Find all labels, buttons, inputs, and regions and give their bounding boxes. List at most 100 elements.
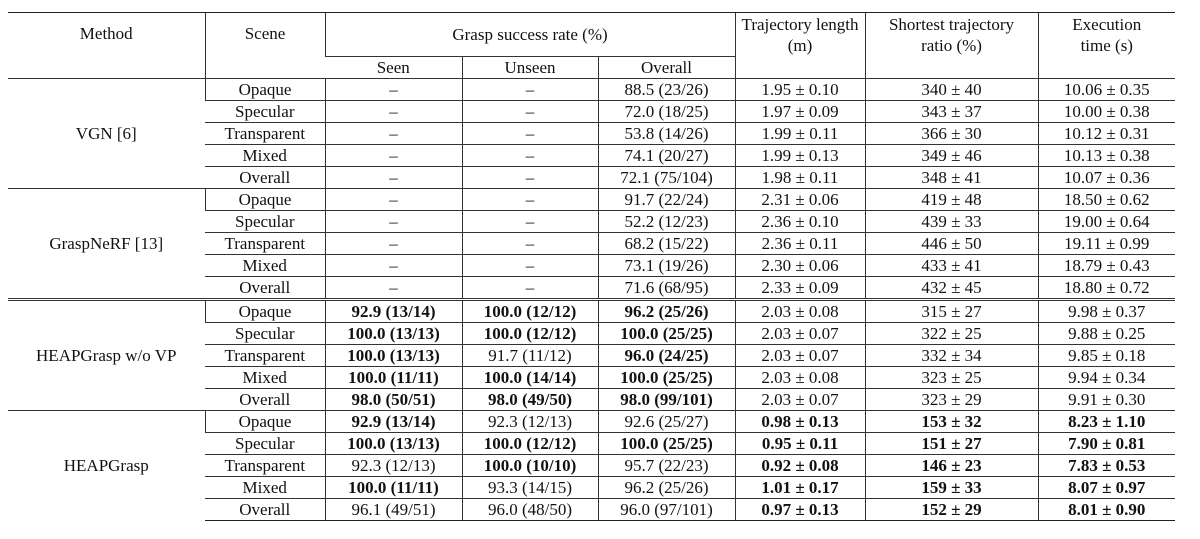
value-cell: 53.8 (14/26) <box>597 122 736 145</box>
method-cell: HEAPGrasp w/o VP <box>8 298 205 411</box>
value-cell: 343 ± 37 <box>864 100 1039 123</box>
value-cell: 2.36 ± 0.11 <box>734 232 866 255</box>
value-cell: 98.0 (50/51) <box>324 388 462 411</box>
scene-cell: Specular <box>205 432 325 455</box>
value-cell: – <box>461 232 598 255</box>
value-cell: – <box>324 144 462 167</box>
scene-cell: Mixed <box>205 254 325 277</box>
value-cell: 1.99 ± 0.13 <box>734 144 866 167</box>
table-header: Method Scene Grasp success rate (%) Traj… <box>8 12 1176 79</box>
row-group: HEAPGrasp Opaque 92.9 (13/14) 92.3 (12/13) 9… <box>8 410 1176 521</box>
value-cell: – <box>461 210 598 233</box>
value-cell: 96.2 (25/26) <box>597 298 736 323</box>
method-cell: HEAPGrasp <box>8 410 205 521</box>
value-cell: 92.6 (25/27) <box>597 410 736 433</box>
value-cell: 366 ± 30 <box>864 122 1039 145</box>
value-cell: 152 ± 29 <box>864 498 1039 521</box>
value-cell: 91.7 (22/24) <box>597 188 736 211</box>
value-cell: 92.9 (13/14) <box>324 298 462 323</box>
header-cell: Execution time (s) <box>1037 12 1176 79</box>
value-cell: 1.99 ± 0.11 <box>734 122 866 145</box>
value-cell: – <box>324 254 462 277</box>
value-cell: 153 ± 32 <box>864 410 1039 433</box>
table-row: Mixed 100.0 (11/11) 100.0 (14/14) 100.0 (25… <box>8 366 1176 389</box>
value-cell: – <box>324 166 462 189</box>
scene-cell: Transparent <box>205 122 325 145</box>
value-cell: 2.36 ± 0.10 <box>734 210 866 233</box>
value-cell: 0.95 ± 0.11 <box>734 432 866 455</box>
value-cell: 98.0 (99/101) <box>597 388 736 411</box>
value-cell: – <box>324 232 462 255</box>
value-cell: – <box>324 188 462 211</box>
scene-cell: Opaque <box>204 188 325 211</box>
table-row: Specular 100.0 (13/13) 100.0 (12/12) 100.0 … <box>8 322 1176 345</box>
value-cell: 100.0 (11/11) <box>324 476 462 499</box>
table-row: VGN [6] Opaque – –88.5 (23/26) 1.95 ± 0.10 34… <box>8 78 1176 189</box>
value-cell: 73.1 (19/26) <box>597 254 736 277</box>
value-cell: – <box>324 122 462 145</box>
value-cell: – <box>324 276 462 300</box>
value-cell: 8.07 ± 0.97 <box>1037 476 1176 499</box>
table-row: Transparent 92.3 (12/13) 100.0 (10/10) 95.7… <box>8 454 1176 477</box>
value-cell: 8.01 ± 0.90 <box>1037 498 1176 521</box>
value-cell: 323 ± 29 <box>864 388 1039 411</box>
value-cell: 96.0 (97/101) <box>597 498 736 521</box>
header-cell: Grasp success rate (%) <box>324 12 736 57</box>
header-cell: Method <box>8 12 205 79</box>
value-cell: 2.31 ± 0.06 <box>734 188 866 211</box>
value-cell: 315 ± 27 <box>864 298 1039 323</box>
table-row: Overall 98.0 (50/51) 98.0 (49/50) 98.0 (99/… <box>8 388 1176 411</box>
table-row: Overall 96.1 (49/51) 96.0 (48/50) 96.0 (97/… <box>8 498 1176 521</box>
value-cell: 100.0 (25/25) <box>597 366 736 389</box>
value-cell: – <box>324 78 462 101</box>
table-row: Transparent – –53.8 (14/26) 1.99 ± 0.11 366 … <box>8 122 1176 145</box>
table-row: Overall – –72.1 (75/104) 1.98 ± 0.11 348 ± 4… <box>8 166 1176 189</box>
value-cell: 322 ± 25 <box>864 322 1039 345</box>
value-cell: 52.2 (12/23) <box>597 210 736 233</box>
value-cell: 1.95 ± 0.10 <box>734 78 866 101</box>
value-cell: – <box>461 276 598 300</box>
value-cell: 439 ± 33 <box>864 210 1039 233</box>
row-group: GraspNeRF [13] Opaque – –91.7 (22/24) 2.31 ±… <box>8 188 1176 300</box>
value-cell: 91.7 (11/12) <box>461 344 598 367</box>
table-row: Transparent 100.0 (13/13) 91.7 (11/12) 96.0… <box>8 344 1176 367</box>
scene-cell: Specular <box>205 322 325 345</box>
value-cell: 2.03 ± 0.07 <box>734 322 866 345</box>
value-cell: 10.06 ± 0.35 <box>1037 78 1176 101</box>
table-row: Mixed 100.0 (11/11) 93.3 (14/15) 96.2 (25/2… <box>8 476 1176 499</box>
row-group: VGN [6] Opaque – –88.5 (23/26) 1.95 ± 0.10 34… <box>8 78 1176 189</box>
value-cell: 10.13 ± 0.38 <box>1037 144 1176 167</box>
value-cell: 96.0 (48/50) <box>461 498 598 521</box>
value-cell: 10.12 ± 0.31 <box>1037 122 1176 145</box>
value-cell: 100.0 (13/13) <box>324 344 462 367</box>
header-cell: Seen <box>325 56 462 79</box>
scene-cell: Mixed <box>205 476 325 499</box>
table-row: Transparent – –68.2 (15/22) 2.36 ± 0.11 446 … <box>8 232 1176 255</box>
value-cell: 7.83 ± 0.53 <box>1037 454 1176 477</box>
value-cell: 19.00 ± 0.64 <box>1037 210 1176 233</box>
value-cell: 10.00 ± 0.38 <box>1037 100 1176 123</box>
value-cell: 332 ± 34 <box>864 344 1039 367</box>
value-cell: 98.0 (49/50) <box>461 388 598 411</box>
value-cell: 93.3 (14/15) <box>461 476 598 499</box>
value-cell: 92.3 (12/13) <box>461 410 598 433</box>
scene-cell: Specular <box>205 100 325 123</box>
table-row: GraspNeRF [13] Opaque – –91.7 (22/24) 2.31 ±… <box>8 188 1176 300</box>
value-cell: 0.92 ± 0.08 <box>734 454 866 477</box>
value-cell: 0.97 ± 0.13 <box>734 498 866 521</box>
value-cell: 433 ± 41 <box>864 254 1039 277</box>
value-cell: 323 ± 25 <box>864 366 1039 389</box>
value-cell: 2.03 ± 0.07 <box>734 388 866 411</box>
value-cell: 18.50 ± 0.62 <box>1037 188 1176 211</box>
value-cell: 72.0 (18/25) <box>597 100 736 123</box>
value-cell: 100.0 (25/25) <box>597 322 736 345</box>
value-cell: – <box>324 100 462 123</box>
method-cell: VGN [6] <box>8 78 205 189</box>
value-cell: 8.23 ± 1.10 <box>1037 410 1176 433</box>
value-cell: 1.97 ± 0.09 <box>734 100 866 123</box>
table-row: Specular – –52.2 (12/23) 2.36 ± 0.10 439 ± 3… <box>8 210 1176 233</box>
value-cell: 9.98 ± 0.37 <box>1037 298 1176 323</box>
value-cell: – <box>461 166 598 189</box>
value-cell: 100.0 (12/12) <box>461 322 598 345</box>
